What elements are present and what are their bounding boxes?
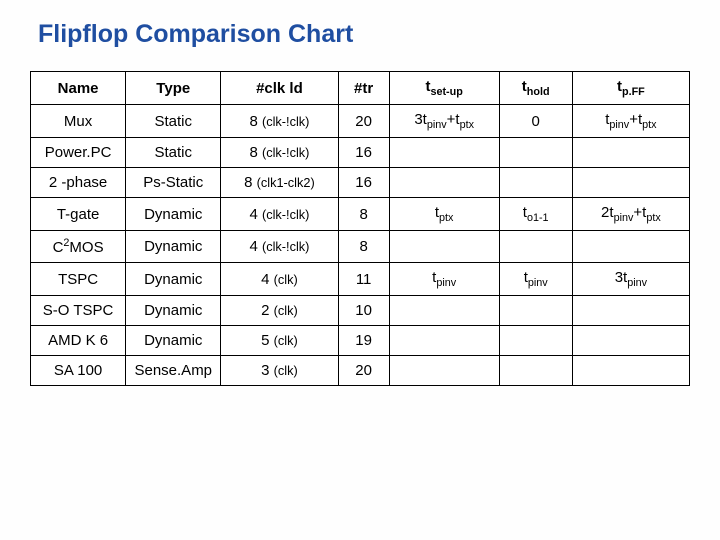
cell-type: Dynamic (126, 296, 221, 326)
col-setup: tset-up (389, 72, 499, 105)
table-row: 2 -phase Ps-Static 8 (clk1-clk2) 16 (31, 168, 690, 198)
cell-pff: tpinv+tptx (572, 105, 689, 138)
cell-name: T-gate (31, 198, 126, 231)
table-row: S-O TSPC Dynamic 2 (clk) 10 (31, 296, 690, 326)
table-row: AMD K 6 Dynamic 5 (clk) 19 (31, 326, 690, 356)
cell-pff (572, 231, 689, 263)
cell-clkld: 2 (clk) (221, 296, 338, 326)
cell-hold: tpinv (499, 263, 572, 296)
table-row: SA 100 Sense.Amp 3 (clk) 20 (31, 356, 690, 386)
col-type: Type (126, 72, 221, 105)
cell-clkld: 3 (clk) (221, 356, 338, 386)
cell-hold (499, 138, 572, 168)
cell-clkld: 8 (clk-!clk) (221, 105, 338, 138)
cell-name: AMD K 6 (31, 326, 126, 356)
cell-name: TSPC (31, 263, 126, 296)
cell-setup (389, 326, 499, 356)
cell-hold (499, 356, 572, 386)
cell-hold (499, 326, 572, 356)
cell-hold (499, 296, 572, 326)
cell-tr: 8 (338, 231, 389, 263)
cell-tr: 16 (338, 168, 389, 198)
cell-tr: 19 (338, 326, 389, 356)
cell-setup (389, 168, 499, 198)
cell-type: Dynamic (126, 231, 221, 263)
cell-hold (499, 231, 572, 263)
cell-hold (499, 168, 572, 198)
cell-setup (389, 356, 499, 386)
col-clkld: #clk ld (221, 72, 338, 105)
cell-setup: 3tpinv+tptx (389, 105, 499, 138)
cell-type: Dynamic (126, 326, 221, 356)
col-name: Name (31, 72, 126, 105)
table-row: T-gate Dynamic 4 (clk-!clk) 8 tptx to1-1… (31, 198, 690, 231)
cell-name: SA 100 (31, 356, 126, 386)
cell-name: Power.PC (31, 138, 126, 168)
cell-tr: 11 (338, 263, 389, 296)
header-row: Name Type #clk ld #tr tset-up thold tp.F… (31, 72, 690, 105)
cell-name: C2MOS (31, 231, 126, 263)
cell-type: Static (126, 138, 221, 168)
cell-type: Dynamic (126, 263, 221, 296)
cell-name: Mux (31, 105, 126, 138)
cell-setup (389, 296, 499, 326)
cell-type: Sense.Amp (126, 356, 221, 386)
cell-pff (572, 296, 689, 326)
cell-tr: 10 (338, 296, 389, 326)
cell-name: S-O TSPC (31, 296, 126, 326)
cell-pff (572, 356, 689, 386)
cell-tr: 20 (338, 356, 389, 386)
table-row: TSPC Dynamic 4 (clk) 11 tpinv tpinv 3tpi… (31, 263, 690, 296)
table-row: C2MOS Dynamic 4 (clk-!clk) 8 (31, 231, 690, 263)
col-tr: #tr (338, 72, 389, 105)
cell-name: 2 -phase (31, 168, 126, 198)
cell-pff (572, 168, 689, 198)
cell-setup: tpinv (389, 263, 499, 296)
cell-clkld: 4 (clk) (221, 263, 338, 296)
cell-pff (572, 326, 689, 356)
cell-pff (572, 138, 689, 168)
cell-setup (389, 231, 499, 263)
cell-tr: 20 (338, 105, 389, 138)
cell-clkld: 8 (clk1-clk2) (221, 168, 338, 198)
table-row: Mux Static 8 (clk-!clk) 20 3tpinv+tptx 0… (31, 105, 690, 138)
cell-hold: 0 (499, 105, 572, 138)
cell-clkld: 5 (clk) (221, 326, 338, 356)
cell-setup: tptx (389, 198, 499, 231)
cell-clkld: 4 (clk-!clk) (221, 198, 338, 231)
cell-clkld: 8 (clk-!clk) (221, 138, 338, 168)
cell-setup (389, 138, 499, 168)
cell-tr: 16 (338, 138, 389, 168)
page-title: Flipflop Comparison Chart (38, 20, 690, 49)
cell-clkld: 4 (clk-!clk) (221, 231, 338, 263)
cell-type: Ps-Static (126, 168, 221, 198)
cell-tr: 8 (338, 198, 389, 231)
col-pff: tp.FF (572, 72, 689, 105)
cell-pff: 3tpinv (572, 263, 689, 296)
cell-type: Static (126, 105, 221, 138)
cell-hold: to1-1 (499, 198, 572, 231)
cell-type: Dynamic (126, 198, 221, 231)
comparison-table: Name Type #clk ld #tr tset-up thold tp.F… (30, 71, 690, 386)
cell-pff: 2tpinv+tptx (572, 198, 689, 231)
table-row: Power.PC Static 8 (clk-!clk) 16 (31, 138, 690, 168)
col-hold: thold (499, 72, 572, 105)
